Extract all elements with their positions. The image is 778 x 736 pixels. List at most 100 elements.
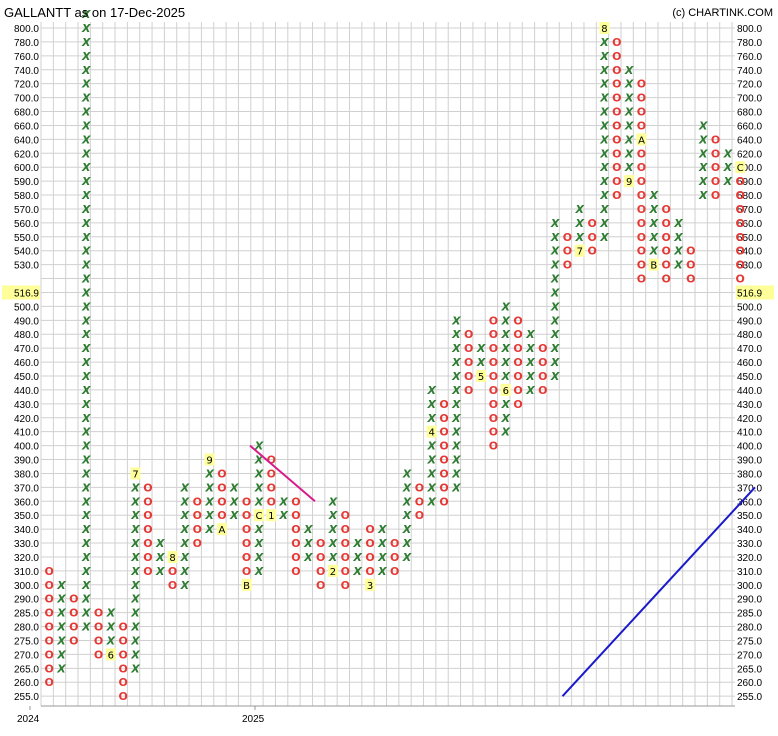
- x-mark: X: [525, 370, 535, 383]
- o-mark: O: [390, 565, 399, 578]
- x-mark: X: [204, 467, 214, 480]
- o-mark: O: [119, 662, 128, 675]
- o-mark: O: [44, 579, 53, 592]
- x-mark: X: [624, 119, 634, 132]
- y-tick-label-right: 420.0: [737, 414, 762, 425]
- o-mark: O: [736, 175, 745, 188]
- y-tick-label-right: 780.0: [737, 38, 762, 49]
- o-mark: O: [143, 565, 152, 578]
- x-mark: X: [229, 495, 239, 508]
- y-tick-label-right: 360.0: [737, 497, 762, 508]
- o-mark: O: [242, 509, 251, 522]
- y-tick-label-left: 290.0: [14, 595, 39, 606]
- x-mark: X: [451, 370, 461, 383]
- y-tick-label-left: 600.0: [14, 163, 39, 174]
- x-mark: X: [698, 119, 708, 132]
- o-mark: O: [143, 537, 152, 550]
- month-marker: 5: [478, 372, 484, 383]
- o-mark: O: [612, 175, 621, 188]
- y-tick-label-right: 280.0: [737, 623, 762, 634]
- x-mark: X: [426, 481, 436, 494]
- o-mark: O: [736, 245, 745, 258]
- y-tick-label-right: 330.0: [737, 539, 762, 550]
- x-mark: X: [106, 634, 116, 647]
- o-mark: O: [661, 231, 670, 244]
- x-mark: X: [501, 328, 511, 341]
- x-mark: X: [575, 231, 585, 244]
- o-mark: O: [464, 384, 473, 397]
- x-mark: X: [180, 495, 190, 508]
- x-mark: X: [81, 217, 91, 230]
- x-mark: X: [130, 634, 140, 647]
- x-mark: X: [599, 189, 609, 202]
- y-tick-label-left: 450.0: [14, 372, 39, 383]
- y-tick-label-right: 800.0: [737, 24, 762, 35]
- x-mark: X: [451, 384, 461, 397]
- x-mark: X: [426, 440, 436, 453]
- o-mark: O: [242, 565, 251, 578]
- o-mark: O: [415, 495, 424, 508]
- month-marker: C: [255, 511, 262, 522]
- x-mark: X: [81, 119, 91, 132]
- x-mark: X: [81, 300, 91, 313]
- o-mark: O: [736, 231, 745, 244]
- y-tick-label-left: 340.0: [14, 525, 39, 536]
- x-mark: X: [81, 175, 91, 188]
- x-mark: X: [81, 203, 91, 216]
- x-mark: X: [204, 523, 214, 536]
- y-tick-label-left: 550.0: [14, 233, 39, 244]
- o-mark: O: [217, 481, 226, 494]
- o-mark: O: [267, 467, 276, 480]
- x-mark: X: [501, 342, 511, 355]
- o-mark: O: [242, 495, 251, 508]
- month-marker-box: [167, 550, 178, 563]
- month-marker-box: [599, 22, 610, 34]
- x-mark: X: [81, 412, 91, 425]
- last-price-label: 516.9: [737, 288, 762, 299]
- o-mark: O: [661, 245, 670, 258]
- x-mark: X: [328, 495, 338, 508]
- x-mark: X: [155, 551, 165, 564]
- x-mark: X: [673, 245, 683, 258]
- o-mark: O: [168, 565, 177, 578]
- o-mark: O: [439, 481, 448, 494]
- trend-lines: [249, 444, 756, 697]
- o-mark: O: [612, 64, 621, 77]
- o-mark: O: [291, 537, 300, 550]
- o-mark: O: [267, 454, 276, 467]
- y-tick-label-left: 420.0: [14, 414, 39, 425]
- x-mark: X: [81, 565, 91, 578]
- x-mark: X: [402, 523, 412, 536]
- x-mark: X: [81, 8, 91, 21]
- o-mark: O: [538, 384, 547, 397]
- o-mark: O: [637, 245, 646, 258]
- y-tick-label-left: 580.0: [14, 191, 39, 202]
- x-mark: X: [81, 384, 91, 397]
- o-mark: O: [94, 648, 103, 661]
- x-mark: X: [624, 147, 634, 160]
- o-mark: O: [193, 523, 202, 536]
- x-mark: X: [130, 495, 140, 508]
- o-mark: O: [637, 106, 646, 119]
- x-mark: X: [402, 551, 412, 564]
- x-mark: X: [180, 523, 190, 536]
- o-mark: O: [44, 607, 53, 620]
- x-mark: X: [303, 537, 313, 550]
- x-mark: X: [723, 161, 733, 174]
- x-mark: X: [599, 147, 609, 160]
- x-axis: 2024 2025: [17, 706, 265, 725]
- x-mark: X: [81, 92, 91, 105]
- x-mark: X: [698, 133, 708, 146]
- y-tick-label-left: 255.0: [14, 692, 39, 703]
- x-mark: X: [599, 92, 609, 105]
- o-mark: O: [69, 607, 78, 620]
- o-mark: O: [119, 621, 128, 634]
- month-marker: B: [650, 261, 657, 272]
- o-mark: O: [489, 342, 498, 355]
- o-mark: O: [69, 593, 78, 606]
- x-mark: X: [328, 537, 338, 550]
- o-mark: O: [119, 634, 128, 647]
- o-mark: O: [587, 217, 596, 230]
- x-mark: X: [56, 662, 66, 675]
- y-tick-label-left: 540.0: [14, 247, 39, 258]
